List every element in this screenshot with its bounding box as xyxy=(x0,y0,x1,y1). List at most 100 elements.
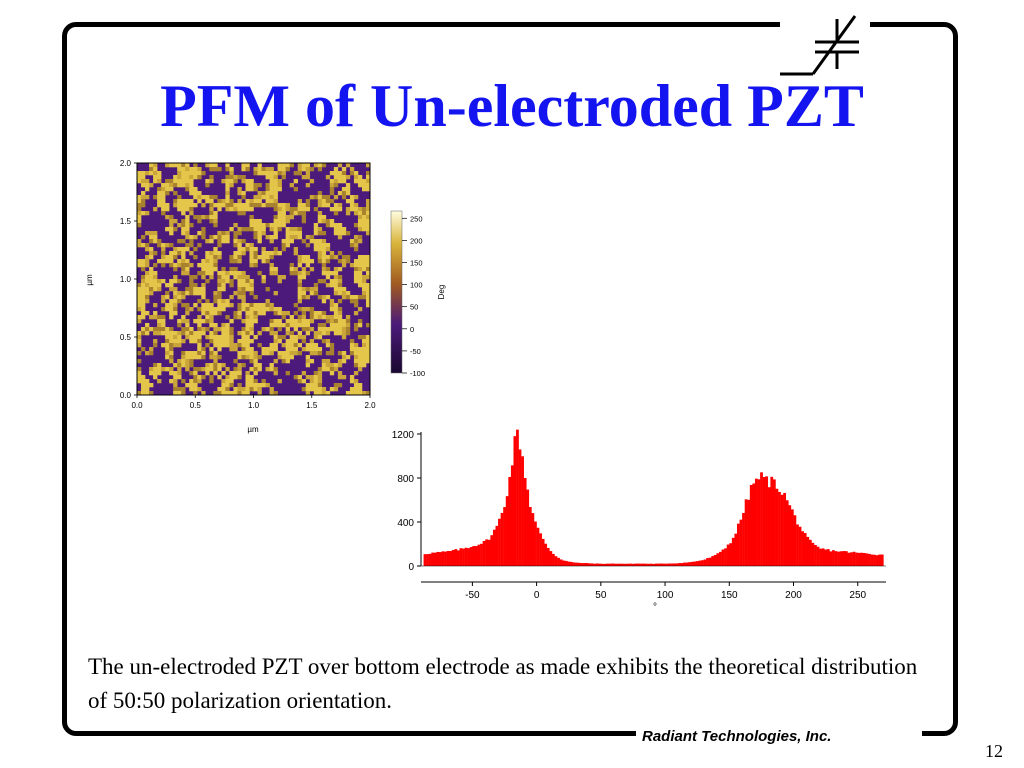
pfm-domain-cell xyxy=(341,327,347,332)
pfm-domain-cell xyxy=(141,307,146,312)
pfm-domain-cell xyxy=(273,311,278,316)
histogram-bar xyxy=(742,512,745,566)
pfm-domain-cell xyxy=(229,283,234,288)
pfm-domain-cell xyxy=(233,391,238,396)
pfm-domain-cell xyxy=(361,339,367,344)
pfm-domain-cell xyxy=(341,187,347,192)
pfm-domain-cell xyxy=(257,367,262,372)
footer-company-name: Radiant Technologies, Inc. xyxy=(642,728,832,745)
pfm-domain-cell xyxy=(253,363,258,368)
pfm-domain-cell xyxy=(305,163,311,168)
pfm-domain-cell xyxy=(333,331,339,336)
pfm-domain-cell xyxy=(357,307,363,312)
pfm-domain-cell xyxy=(185,359,190,364)
pfm-domain-cell xyxy=(185,263,190,268)
pfm-domain-cell xyxy=(145,323,150,328)
pfm-domain-cell xyxy=(257,363,262,368)
pfm-domain-cell xyxy=(205,307,210,312)
pfm-domain-cell xyxy=(277,319,282,324)
pfm-domain-cell xyxy=(361,227,367,232)
pfm-domain-cell xyxy=(293,211,298,216)
pfm-domain-cell xyxy=(349,379,355,384)
pfm-domain-cell xyxy=(201,327,206,332)
pfm-domain-cell xyxy=(197,195,202,200)
pfm-domain-cell xyxy=(309,239,315,244)
pfm-domain-cell xyxy=(181,203,186,208)
histogram-bar xyxy=(788,505,792,566)
pfm-domain-cell xyxy=(269,179,274,184)
pfm-domain-cell xyxy=(253,251,258,256)
pfm-domain-cell xyxy=(273,195,278,200)
histogram-bar xyxy=(765,476,769,566)
pfm-domain-cell xyxy=(169,303,174,308)
hist-x-tick-label: 0 xyxy=(534,590,540,601)
pfm-domain-cell xyxy=(197,219,202,224)
pfm-domain-cell xyxy=(289,323,294,328)
pfm-domain-cell xyxy=(269,175,274,180)
pfm-domain-cell xyxy=(249,203,254,208)
pfm-domain-cell xyxy=(297,167,303,172)
pfm-domain-cell xyxy=(221,287,226,292)
pfm-domain-cell xyxy=(317,383,323,388)
pfm-domain-cell xyxy=(277,215,282,220)
pfm-domain-cell xyxy=(169,227,174,232)
pfm-domain-cell xyxy=(245,387,250,392)
pfm-domain-cell xyxy=(361,275,367,280)
histogram-bar xyxy=(808,539,812,566)
pfm-domain-cell xyxy=(361,267,367,272)
pfm-domain-cell xyxy=(213,367,218,372)
pfm-domain-cell xyxy=(293,171,298,176)
pfm-domain-cell xyxy=(177,299,182,304)
pfm-domain-cell xyxy=(221,271,226,276)
pfm-domain-cell xyxy=(177,203,182,208)
histogram-bar xyxy=(834,551,838,566)
pfm-domain-cell xyxy=(137,211,142,216)
pfm-domain-cell xyxy=(253,223,258,228)
pfm-domain-cell xyxy=(169,183,174,188)
histogram-bar xyxy=(546,547,550,566)
pfm-domain-cell xyxy=(137,307,142,312)
pfm-domain-cell xyxy=(357,387,363,392)
pfm-domain-cell xyxy=(197,307,202,312)
pfm-domain-cell xyxy=(241,195,246,200)
pfm-domain-cell xyxy=(257,227,262,232)
pfm-domain-cell xyxy=(317,199,323,204)
pfm-domain-cell xyxy=(325,283,331,288)
pfm-x-tick-label: 1.0 xyxy=(248,401,260,410)
pfm-domain-cell xyxy=(349,351,355,356)
pfm-domain-cell xyxy=(189,243,194,248)
pfm-domain-cell xyxy=(281,211,286,216)
pfm-domain-cell xyxy=(213,299,218,304)
histogram-bar xyxy=(875,555,879,566)
pfm-domain-cell xyxy=(229,319,234,324)
pfm-domain-cell xyxy=(185,167,190,172)
histogram-bar xyxy=(772,479,776,566)
histogram-bar xyxy=(837,551,840,566)
pfm-domain-cell xyxy=(197,379,202,384)
pfm-domain-cell xyxy=(317,295,323,300)
pfm-domain-cell xyxy=(297,379,303,384)
pfm-domain-cell xyxy=(209,195,214,200)
histogram-bar xyxy=(482,540,486,566)
pfm-domain-cell xyxy=(365,175,371,180)
pfm-domain-cell xyxy=(357,207,363,212)
pfm-domain-cell xyxy=(149,267,154,272)
pfm-domain-cell xyxy=(349,339,355,344)
pfm-domain-cell xyxy=(249,359,254,364)
pfm-domain-cell xyxy=(285,327,290,332)
pfm-domain-cell xyxy=(209,379,214,384)
pfm-domain-cell xyxy=(213,307,218,312)
pfm-domain-cell xyxy=(145,351,150,356)
pfm-domain-cell xyxy=(337,299,343,304)
pfm-domain-cell xyxy=(189,199,194,204)
pfm-domain-cell xyxy=(353,239,359,244)
pfm-domain-cell xyxy=(273,267,278,272)
pfm-domain-cell xyxy=(353,323,359,328)
pfm-domain-cell xyxy=(205,371,210,376)
histogram-bar xyxy=(713,554,717,566)
pfm-domain-cell xyxy=(257,195,262,200)
pfm-domain-cell xyxy=(277,163,282,168)
histogram-bar xyxy=(562,560,566,566)
pfm-domain-cell xyxy=(289,347,294,352)
pfm-domain-cell xyxy=(209,275,214,280)
